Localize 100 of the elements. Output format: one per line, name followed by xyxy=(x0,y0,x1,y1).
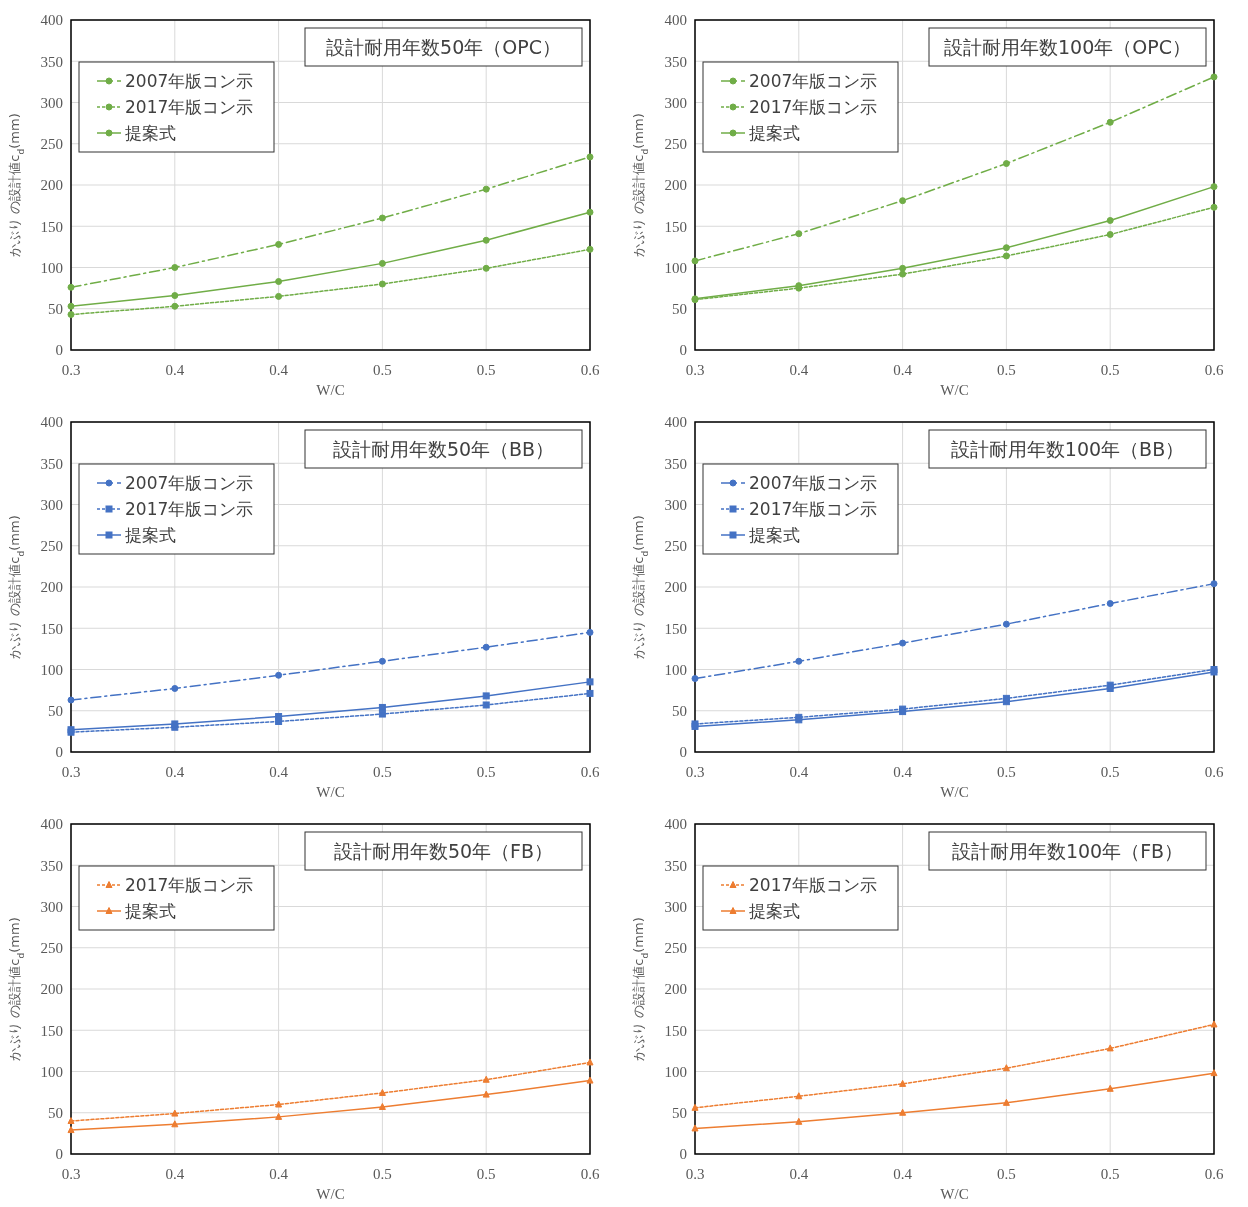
y-tick-label: 100 xyxy=(40,259,63,276)
x-tick-label: 0.3 xyxy=(685,1166,705,1182)
x-tick-label: 0.6 xyxy=(580,362,600,378)
y-tick-label: 400 xyxy=(40,12,63,29)
x-tick-label: 0.4 xyxy=(165,764,185,780)
y-tick-label: 200 xyxy=(664,579,687,596)
x-tick-label: 0.6 xyxy=(580,764,600,780)
y-tick-label: 300 xyxy=(664,496,687,513)
y-tick-label: 250 xyxy=(40,136,63,152)
y-tick-label: 300 xyxy=(40,94,63,111)
y-tick-label: 100 xyxy=(664,259,687,276)
legend-label: 提案式 xyxy=(749,524,800,545)
x-tick-label: 0.4 xyxy=(893,764,913,780)
y-tick-label: 150 xyxy=(40,1022,63,1039)
y-tick-label: 100 xyxy=(664,661,687,678)
x-tick-label: 0.5 xyxy=(373,764,392,780)
y-tick-label: 0 xyxy=(679,1146,687,1163)
text: 設計耐用年数50年（OPC） xyxy=(326,36,561,58)
x-tick-label: 0.5 xyxy=(373,1166,392,1182)
legend-label: 2017年版コン示 xyxy=(749,96,878,117)
y-tick-label: 250 xyxy=(664,940,687,956)
x-tick-label: 0.6 xyxy=(580,1166,600,1182)
x-tick-label: 0.3 xyxy=(61,764,81,780)
x-tick-label: 0.5 xyxy=(476,764,496,780)
legend-label: 2007年版コン示 xyxy=(749,472,878,493)
y-tick-label: 200 xyxy=(40,981,63,998)
y-tick-label: 150 xyxy=(664,620,687,637)
legend-label: 2007年版コン示 xyxy=(125,70,254,91)
y-tick-label: 150 xyxy=(40,620,63,637)
x-tick-label: 0.4 xyxy=(269,764,289,780)
y-tick-label: 0 xyxy=(679,342,687,359)
x-tick-label: 0.5 xyxy=(476,362,496,378)
x-tick-label: 0.3 xyxy=(61,1166,81,1182)
x-tick-label: 0.3 xyxy=(685,764,705,780)
text: 設計耐用年数100年（FB） xyxy=(951,840,1184,862)
y-tick-label: 50 xyxy=(48,301,63,317)
y-tick-label: 350 xyxy=(664,53,687,70)
y-tick-label: 350 xyxy=(40,857,63,874)
y-tick-label: 250 xyxy=(664,538,687,554)
legend-label: 2017年版コン示 xyxy=(125,498,254,519)
x-tick-label: 0.3 xyxy=(685,362,705,378)
x-tick-label: 0.3 xyxy=(61,362,81,378)
legend-label: 2017年版コン示 xyxy=(125,96,254,117)
y-tick-label: 0 xyxy=(55,342,63,359)
x-tick-label: 0.4 xyxy=(893,1166,913,1182)
y-tick-label: 400 xyxy=(664,12,687,29)
y-tick-label: 250 xyxy=(664,136,687,152)
legend-label: 2017年版コン示 xyxy=(749,498,878,519)
legend-label: 提案式 xyxy=(125,524,176,545)
x-tick-label: 0.4 xyxy=(165,362,185,378)
legend-label: 提案式 xyxy=(125,122,176,143)
y-tick-label: 300 xyxy=(664,94,687,111)
legend-label: 提案式 xyxy=(749,122,800,143)
y-tick-label: 250 xyxy=(40,940,63,956)
text: 設計耐用年数100年（OPC） xyxy=(944,36,1191,58)
x-axis-title: W/C xyxy=(940,1186,969,1202)
legend-label: 提案式 xyxy=(125,900,176,921)
y-tick-label: 200 xyxy=(664,177,687,194)
y-tick-label: 150 xyxy=(40,218,63,235)
y-tick-label: 300 xyxy=(664,898,687,915)
y-tick-label: 350 xyxy=(40,53,63,70)
y-tick-label: 200 xyxy=(40,579,63,596)
y-tick-label: 350 xyxy=(664,455,687,472)
x-axis-title: W/C xyxy=(316,784,345,800)
x-tick-label: 0.4 xyxy=(789,764,809,780)
y-tick-label: 300 xyxy=(40,496,63,513)
y-tick-label: 100 xyxy=(40,661,63,678)
x-tick-label: 0.4 xyxy=(165,1166,185,1182)
y-tick-label: 400 xyxy=(664,816,687,833)
text: 設計耐用年数50年（BB） xyxy=(332,438,555,460)
y-tick-label: 50 xyxy=(672,1105,687,1121)
y-tick-label: 0 xyxy=(679,744,687,761)
x-tick-label: 0.6 xyxy=(1204,1166,1224,1182)
x-tick-label: 0.4 xyxy=(893,362,913,378)
y-tick-label: 200 xyxy=(664,981,687,998)
x-axis-title: W/C xyxy=(316,382,345,398)
y-tick-label: 150 xyxy=(664,218,687,235)
text: 設計耐用年数50年（FB） xyxy=(333,840,554,862)
x-tick-label: 0.4 xyxy=(789,362,809,378)
y-tick-label: 0 xyxy=(55,1146,63,1163)
x-axis-title: W/C xyxy=(940,784,969,800)
x-tick-label: 0.4 xyxy=(269,362,289,378)
y-tick-label: 350 xyxy=(40,455,63,472)
legend-label: 2017年版コン示 xyxy=(125,874,254,895)
y-tick-label: 400 xyxy=(40,414,63,431)
y-tick-label: 50 xyxy=(672,703,687,719)
y-tick-label: 50 xyxy=(48,1105,63,1121)
x-tick-label: 0.5 xyxy=(1100,362,1120,378)
y-tick-label: 400 xyxy=(664,414,687,431)
x-tick-label: 0.5 xyxy=(997,1166,1016,1182)
x-tick-label: 0.6 xyxy=(1204,362,1224,378)
legend-label: 提案式 xyxy=(749,900,800,921)
x-tick-label: 0.5 xyxy=(997,764,1016,780)
y-tick-label: 0 xyxy=(55,744,63,761)
x-tick-label: 0.5 xyxy=(476,1166,496,1182)
y-tick-label: 100 xyxy=(40,1063,63,1080)
y-tick-label: 400 xyxy=(40,816,63,833)
y-tick-label: 100 xyxy=(664,1063,687,1080)
x-tick-label: 0.4 xyxy=(269,1166,289,1182)
x-tick-label: 0.5 xyxy=(1100,1166,1120,1182)
